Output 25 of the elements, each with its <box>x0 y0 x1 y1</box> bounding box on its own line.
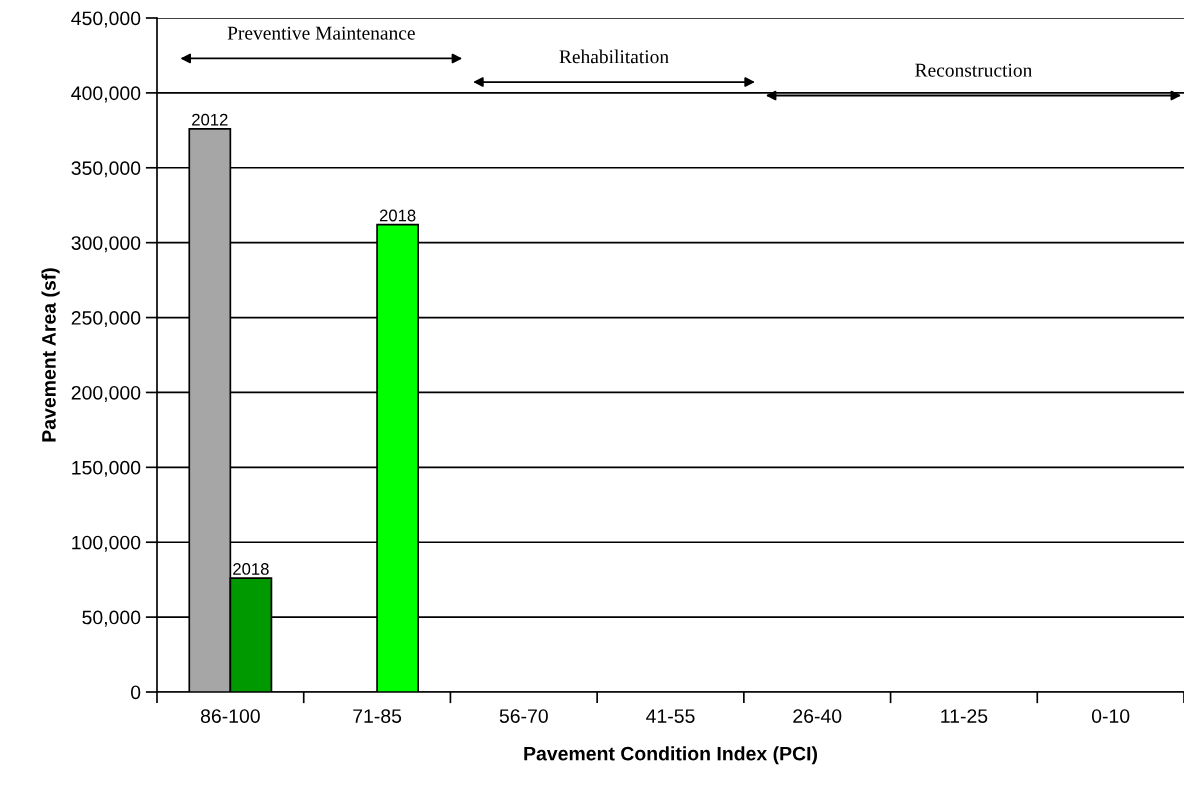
x-tick-label: 71-85 <box>353 709 402 723</box>
y-tick-label: 450,000 <box>71 11 141 28</box>
series-label: 2018 <box>379 209 416 222</box>
y-axis-title: Pavement Area (sf) <box>41 268 60 442</box>
y-tick-label: 250,000 <box>71 311 141 328</box>
y-tick-label: 150,000 <box>72 460 141 477</box>
y-tick-label: 0 <box>130 685 141 700</box>
y-tick-label: 300,000 <box>71 236 141 253</box>
y-tick-label: 100,000 <box>72 535 141 552</box>
series-label: 2012 <box>192 113 228 126</box>
annotation: Preventive Maintenance <box>227 26 415 40</box>
x-axis-title: Pavement Condition Index (PCI) <box>524 746 818 765</box>
y-tick-label: 350,000 <box>71 161 141 178</box>
x-tick-label: 0-10 <box>1091 709 1130 723</box>
text: 2018 <box>233 563 269 575</box>
y-tick-label: 400,000 <box>71 86 141 103</box>
annotation: Reconstruction <box>915 63 1033 77</box>
x-tick-label: 56-70 <box>499 709 548 723</box>
x-tick-label: 11-25 <box>941 709 988 723</box>
x-tick-label: 41-55 <box>646 709 695 723</box>
y-tick-label: 200,000 <box>71 385 141 402</box>
x-tick-label: 86-100 <box>200 709 260 723</box>
annotation: Rehabilitation <box>559 49 669 64</box>
x-tick-label: 26-40 <box>793 709 842 723</box>
y-tick-label: 50,000 <box>82 610 141 627</box>
